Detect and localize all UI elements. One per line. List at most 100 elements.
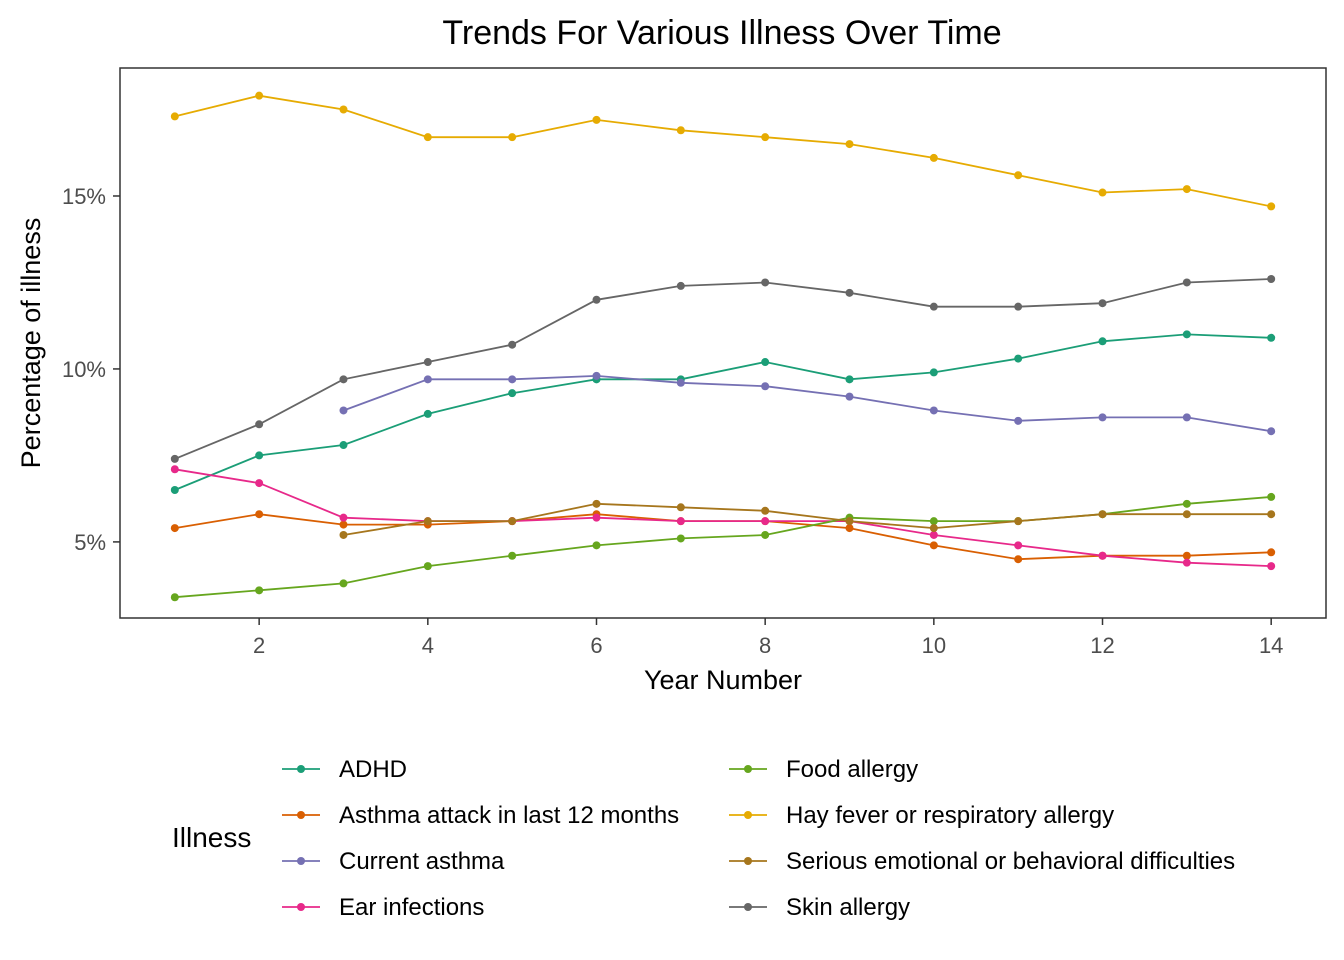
y-tick-label: 5% xyxy=(74,530,106,555)
data-point xyxy=(1014,541,1023,550)
data-point xyxy=(423,409,432,418)
legend-item: Ear infections xyxy=(282,894,484,921)
legend-label: Serious emotional or behavioral difficul… xyxy=(786,848,1235,875)
y-axis-title: Percentage of illness xyxy=(16,218,46,469)
data-point xyxy=(1267,562,1276,571)
data-point xyxy=(1182,510,1191,519)
data-point xyxy=(761,358,770,367)
data-point xyxy=(1014,555,1023,564)
plot-panel xyxy=(119,67,1327,619)
x-tick-label: 4 xyxy=(422,633,434,658)
data-point xyxy=(423,562,432,571)
legend-key-point xyxy=(744,903,752,911)
x-axis-title: Year Number xyxy=(644,665,802,695)
data-point xyxy=(170,486,179,495)
x-tick-label: 14 xyxy=(1259,633,1283,658)
data-point xyxy=(255,586,264,595)
data-point xyxy=(508,517,517,526)
data-point xyxy=(170,112,179,121)
legend-item: ADHD xyxy=(282,756,407,783)
data-point xyxy=(761,278,770,287)
legend-items: ADHD Asthma attack in last 12 months Curre… xyxy=(282,756,1235,921)
data-point xyxy=(255,479,264,488)
data-point xyxy=(676,534,685,543)
data-point xyxy=(929,517,938,526)
data-point xyxy=(423,358,432,367)
data-point xyxy=(845,517,854,526)
legend-key-point xyxy=(297,811,305,819)
data-point xyxy=(170,593,179,602)
data-point xyxy=(508,133,517,142)
data-point xyxy=(1098,551,1107,560)
x-axis: 2 4 6 8 10 12 14 xyxy=(253,618,1283,658)
data-point xyxy=(761,382,770,391)
data-point xyxy=(845,288,854,297)
legend-label: Skin allergy xyxy=(786,894,910,921)
legend-label: Current asthma xyxy=(339,848,505,875)
series-line xyxy=(174,333,1272,491)
data-point xyxy=(339,375,348,384)
data-point xyxy=(339,406,348,415)
data-point xyxy=(761,517,770,526)
series-line xyxy=(174,278,1272,460)
data-point xyxy=(845,375,854,384)
data-point xyxy=(1098,299,1107,308)
data-point xyxy=(676,517,685,526)
x-tick-label: 8 xyxy=(759,633,771,658)
data-point xyxy=(592,295,601,304)
legend-item: Food allergy xyxy=(729,756,918,783)
legend-label: Asthma attack in last 12 months xyxy=(339,802,679,829)
data-point xyxy=(1267,202,1276,211)
data-point xyxy=(845,140,854,149)
data-point xyxy=(845,392,854,401)
series-line xyxy=(174,468,1272,567)
data-point xyxy=(423,133,432,142)
x-tick-label: 6 xyxy=(590,633,602,658)
data-point xyxy=(508,340,517,349)
data-point xyxy=(339,513,348,522)
legend-key-point xyxy=(297,903,305,911)
legend-key-point xyxy=(297,765,305,773)
legend: Illness ADHD Asthma attack in last 12 mon… xyxy=(172,756,1235,921)
x-tick-label: 10 xyxy=(922,633,946,658)
series-current-asthma xyxy=(339,371,1276,436)
data-point xyxy=(1267,333,1276,342)
legend-label: Hay fever or respiratory allergy xyxy=(786,802,1114,829)
data-point xyxy=(929,368,938,377)
data-point xyxy=(255,510,264,519)
data-point xyxy=(929,153,938,162)
data-point xyxy=(592,541,601,550)
data-point xyxy=(929,406,938,415)
data-point xyxy=(1014,416,1023,425)
data-point xyxy=(1098,188,1107,197)
data-point xyxy=(1267,275,1276,284)
legend-title: Illness xyxy=(172,822,251,853)
x-tick-label: 12 xyxy=(1090,633,1114,658)
legend-item: Current asthma xyxy=(282,848,505,875)
data-point xyxy=(761,133,770,142)
series-line xyxy=(343,374,1272,433)
data-point xyxy=(676,281,685,290)
data-point xyxy=(170,454,179,463)
data-point xyxy=(1182,413,1191,422)
data-point xyxy=(1182,551,1191,560)
data-point xyxy=(508,375,517,384)
data-point xyxy=(255,451,264,460)
series-layer xyxy=(170,91,1276,602)
data-point xyxy=(676,126,685,135)
data-point xyxy=(676,503,685,512)
series-skin-allergy xyxy=(170,275,1276,463)
data-point xyxy=(929,524,938,533)
legend-key-point xyxy=(297,857,305,865)
data-point xyxy=(845,524,854,533)
data-point xyxy=(592,115,601,124)
data-point xyxy=(508,551,517,560)
data-point xyxy=(1098,337,1107,346)
data-point xyxy=(1014,302,1023,311)
data-point xyxy=(929,541,938,550)
series-adhd xyxy=(170,330,1276,495)
data-point xyxy=(1267,427,1276,436)
data-point xyxy=(1098,510,1107,519)
data-point xyxy=(761,506,770,515)
